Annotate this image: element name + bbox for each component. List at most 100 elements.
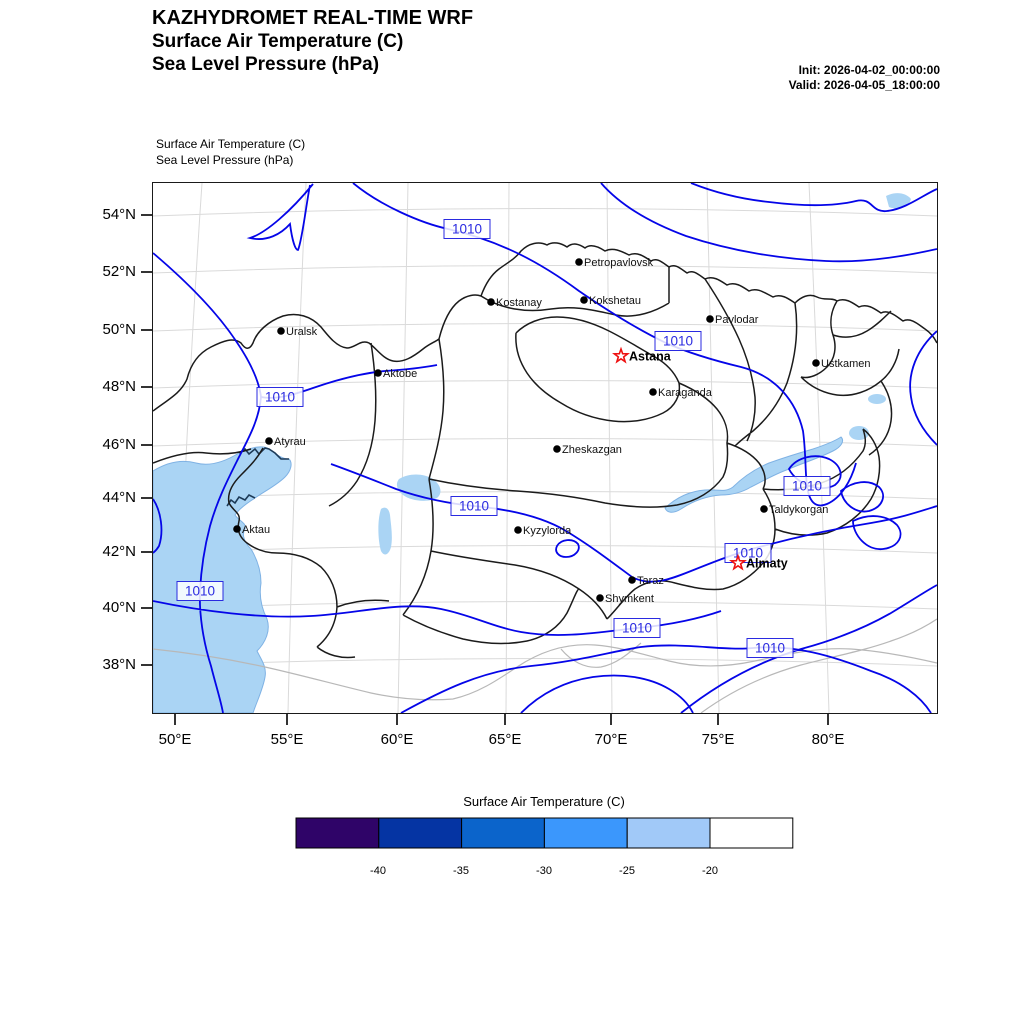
svg-text:Taraz: Taraz [637, 575, 664, 587]
pressure-value-label: 1010 [724, 543, 772, 563]
y-axis-label: 42°N [102, 543, 136, 560]
svg-text:Kyzylorda: Kyzylorda [523, 525, 572, 537]
y-axis-label: 38°N [102, 656, 136, 673]
x-axis-tick [504, 713, 506, 725]
pressure-value-label: 1010 [654, 331, 702, 351]
pressure-value-label: 1010 [783, 476, 831, 496]
colorbar-svg [295, 817, 794, 849]
x-axis-label: 75°E [701, 731, 735, 748]
header-subtitle-temperature: Surface Air Temperature (C) [152, 31, 404, 52]
city-marker-zheskazgan: Zheskazgan [553, 444, 622, 456]
y-axis-tick [141, 607, 152, 609]
y-axis-label: 46°N [102, 436, 136, 453]
svg-text:Aktobe: Aktobe [383, 368, 417, 380]
svg-text:Atyrau: Atyrau [274, 436, 306, 448]
city-marker-taraz: Taraz [628, 575, 664, 587]
pressure-value-label: 1010 [256, 387, 304, 407]
svg-text:Uralsk: Uralsk [286, 326, 318, 338]
city-marker-pavlodar: Pavlodar [706, 314, 759, 326]
x-axis-tick [174, 713, 176, 725]
inset-label-temperature: Surface Air Temperature (C) [156, 137, 306, 151]
page-title: KAZHYDROMET REAL-TIME WRF [152, 7, 474, 29]
svg-text:Shymkent: Shymkent [605, 593, 654, 605]
svg-text:1010: 1010 [452, 222, 482, 237]
colorbar-tick-label: -20 [702, 865, 718, 877]
x-axis-label: 65°E [488, 731, 522, 748]
inset-label-pressure: Sea Level Pressure (hPa) [156, 153, 294, 167]
map-inset-labels: Surface Air Temperature (C) Sea Level Pr… [156, 136, 305, 168]
colorbar-segment [461, 817, 545, 849]
northeast-lake [886, 193, 911, 209]
svg-text:Almaty: Almaty [746, 557, 788, 571]
svg-text:Taldykorgan: Taldykorgan [769, 504, 828, 516]
pressure-value-label: 1010 [746, 638, 794, 658]
header-title-block: KAZHYDROMET REAL-TIME WRF Surface Air Te… [152, 6, 473, 76]
svg-text:1010: 1010 [185, 584, 215, 599]
city-marker-petropavlovsk: Petropavlovsk [575, 257, 654, 269]
city-marker-kostanay: Kostanay [487, 297, 542, 309]
colorbar-tick-label: -40 [370, 865, 386, 877]
y-axis-tick [141, 664, 152, 666]
colorbar-segment [295, 817, 380, 849]
graticule-parallels [153, 208, 937, 667]
y-axis-tick [141, 329, 152, 331]
svg-text:Kostanay: Kostanay [496, 297, 542, 309]
y-axis-label: 44°N [102, 489, 136, 506]
y-axis-label: 50°N [102, 321, 136, 338]
svg-text:Zheskazgan: Zheskazgan [562, 444, 622, 456]
capital-star-icon [729, 553, 747, 571]
y-axis-tick [141, 551, 152, 553]
lake-zaysan [868, 394, 886, 404]
y-axis-label: 48°N [102, 378, 136, 395]
y-axis-label: 54°N [102, 206, 136, 223]
capital-marker-astana: Astana [612, 346, 672, 364]
x-axis-label: 55°E [270, 731, 304, 748]
city-marker-ustkamen: Ustkamen [812, 358, 871, 370]
kazakhstan-boundaries [153, 242, 937, 659]
city-marker-aktobe: Aktobe [374, 368, 417, 380]
svg-text:1010: 1010 [792, 479, 822, 494]
svg-text:Pavlodar: Pavlodar [715, 314, 759, 326]
pressure-value-label: 1010 [176, 581, 224, 601]
city-marker-uralsk: Uralsk [277, 326, 318, 338]
svg-text:Kokshetau: Kokshetau [589, 295, 641, 307]
y-axis-label: 52°N [102, 263, 136, 280]
map-canvas: 1010 1010 1010 1010 1010 1010 1010 1010 … [152, 182, 938, 714]
colorbar-segment [626, 817, 711, 849]
city-marker-kyzylorda: Kyzylorda [514, 525, 572, 537]
colorbar-tick-label: -30 [536, 865, 552, 877]
capital-marker-almaty: Almaty [729, 553, 788, 571]
svg-text:1010: 1010 [265, 390, 295, 405]
aral-sea [378, 474, 441, 555]
x-axis-label: 60°E [380, 731, 414, 748]
svg-text:1010: 1010 [663, 334, 693, 349]
pressure-contour-loops [555, 455, 902, 558]
caspian-sea [153, 446, 292, 713]
colorbar-tick-label: -25 [619, 865, 635, 877]
colorbar-segment [543, 817, 628, 849]
capital-star-icon [612, 346, 630, 364]
colorbar-segment [709, 817, 794, 849]
init-timestamp: Init: 2026-04-02_00:00:00 [798, 63, 940, 77]
header-subtitle-pressure: Sea Level Pressure (hPa) [152, 54, 380, 75]
svg-text:Karaganda: Karaganda [658, 387, 713, 399]
y-axis-tick [141, 386, 152, 388]
svg-text:Ustkamen: Ustkamen [821, 358, 871, 370]
pressure-value-label: 1010 [443, 219, 491, 239]
graticule-meridians [175, 183, 830, 713]
lake-balkhash [664, 436, 844, 513]
y-axis-tick [141, 214, 152, 216]
foreign-country-borders [153, 618, 937, 713]
city-marker-shymkent: Shymkent [596, 593, 654, 605]
pressure-contours [153, 183, 937, 713]
x-axis-tick [827, 713, 829, 725]
city-marker-karaganda: Karaganda [649, 387, 713, 399]
x-axis-label: 50°E [158, 731, 192, 748]
colorbar-segment [378, 817, 463, 849]
svg-text:Aktau: Aktau [242, 524, 270, 536]
svg-text:1010: 1010 [755, 641, 785, 656]
svg-text:1010: 1010 [733, 546, 763, 561]
run-timestamps: Init: 2026-04-02_00:00:00 Valid: 2026-04… [789, 63, 940, 93]
map-svg: 1010 1010 1010 1010 1010 1010 1010 1010 … [153, 183, 937, 713]
